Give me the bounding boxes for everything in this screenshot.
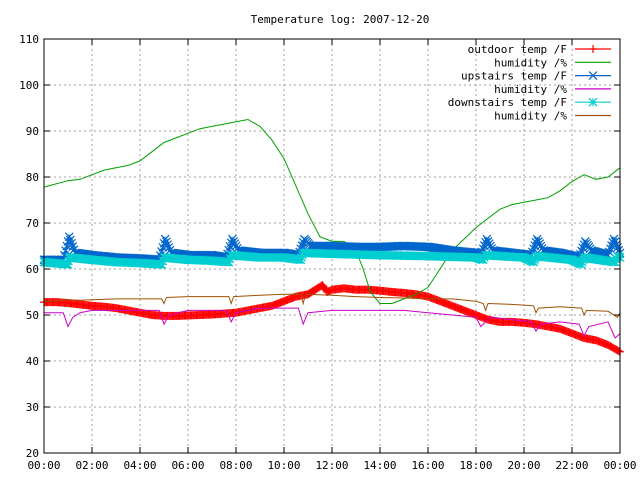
series-point <box>611 240 621 250</box>
x-tick-label: 10:00 <box>267 459 300 472</box>
series-point <box>483 236 493 246</box>
y-tick-label: 90 <box>26 125 39 138</box>
series-point <box>163 240 173 250</box>
x-tick-label: 22:00 <box>555 459 588 472</box>
x-tick-label: 12:00 <box>315 459 348 472</box>
legend-item: upstairs temp /F <box>461 70 611 83</box>
series-3 <box>44 307 621 339</box>
series-line <box>43 118 621 304</box>
series-point <box>605 244 615 254</box>
series-point <box>609 234 619 244</box>
axes: 20 30 40 50 60 70 80 90 100 110 00:00 02:00 04:00 06:… <box>19 33 636 472</box>
series-point <box>533 236 543 246</box>
series-5 <box>44 293 621 319</box>
y-tick-label: 50 <box>26 309 39 322</box>
series-point <box>614 347 623 356</box>
series-4 <box>39 248 625 269</box>
chart-title: Temperature log: 2007-12-20 <box>251 13 430 26</box>
series-point <box>579 240 589 250</box>
series-point <box>610 237 620 247</box>
legend-label: humidity /% <box>494 56 567 69</box>
series-layer <box>39 118 625 356</box>
y-tick-label: 110 <box>19 33 39 46</box>
y-tick-label: 70 <box>26 217 39 230</box>
x-tick-label: 16:00 <box>411 459 444 472</box>
legend-item: outdoor temp /F <box>468 43 611 56</box>
x-tick-label: 00:00 <box>603 459 636 472</box>
series-point <box>227 234 237 244</box>
x-tick-label: 00:00 <box>27 459 60 472</box>
series-point <box>535 239 545 249</box>
y-tick-label: 40 <box>26 355 39 368</box>
series-point <box>484 239 494 249</box>
y-tick-label: 80 <box>26 171 39 184</box>
series-line <box>44 307 621 339</box>
legend-label: outdoor temp /F <box>468 43 567 56</box>
x-tick-label: 04:00 <box>123 459 156 472</box>
series-1 <box>43 118 621 304</box>
legend-label: humidity /% <box>494 110 567 123</box>
x-tick-label: 08:00 <box>219 459 252 472</box>
x-tick-label: 14:00 <box>363 459 396 472</box>
y-tick-label: 100 <box>19 79 39 92</box>
x-tick-label: 06:00 <box>171 459 204 472</box>
x-tick-label: 20:00 <box>507 459 540 472</box>
legend-item: downstairs temp /F <box>448 96 611 109</box>
series-point <box>482 234 492 244</box>
series-point <box>65 235 75 245</box>
series-point <box>161 237 171 247</box>
y-tick-label: 30 <box>26 401 39 414</box>
x-tick-label: 18:00 <box>459 459 492 472</box>
series-point <box>229 236 239 246</box>
series-point <box>64 232 74 242</box>
series-point <box>68 242 78 251</box>
legend-item: humidity /% <box>494 83 611 96</box>
series-point <box>67 238 77 248</box>
series-line <box>44 293 621 319</box>
series-point <box>532 234 542 244</box>
legend-label: downstairs temp /F <box>448 96 567 109</box>
y-tick-label: 60 <box>26 263 39 276</box>
series-point <box>297 241 307 250</box>
series-point <box>160 234 170 244</box>
legend-marker <box>588 97 598 107</box>
legend-item: humidity /% <box>494 56 611 69</box>
series-point <box>604 247 614 257</box>
legend-item: humidity /% <box>494 110 611 123</box>
legend-marker <box>589 45 597 53</box>
legend-label: upstairs temp /F <box>461 70 567 83</box>
legend-marker <box>588 71 598 81</box>
series-point <box>529 244 539 254</box>
x-tick-label: 02:00 <box>75 459 108 472</box>
y-tick-label: 20 <box>26 447 39 460</box>
series-point <box>230 239 240 249</box>
legend-label: humidity /% <box>494 83 567 96</box>
